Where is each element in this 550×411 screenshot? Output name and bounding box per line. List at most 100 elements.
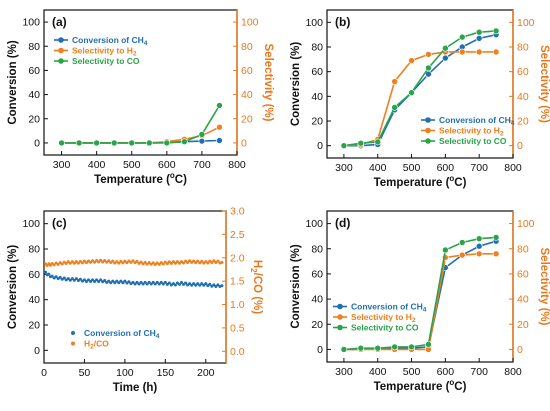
data-point bbox=[99, 278, 103, 282]
data-point bbox=[391, 78, 398, 85]
legend-entry: Selectivity to CO bbox=[333, 323, 419, 333]
x-tick-label: 600 bbox=[437, 366, 455, 378]
data-point bbox=[442, 54, 449, 62]
x-axis-label: Time (h) bbox=[113, 382, 158, 394]
y-right-axis-label: Selectivity (%) bbox=[538, 45, 550, 123]
x-tick-label: 300 bbox=[335, 366, 353, 378]
data-point bbox=[44, 270, 48, 274]
y-tick-label: 0 bbox=[317, 140, 323, 152]
series-conversion-of-ch4 bbox=[340, 237, 500, 353]
y-tick-label: 40 bbox=[28, 294, 40, 306]
series-conversion-of-ch4 bbox=[58, 137, 223, 147]
series-selectivity-to-co bbox=[58, 102, 223, 147]
data-point bbox=[212, 259, 216, 263]
data-point bbox=[128, 139, 136, 147]
y-tick-label: 80 bbox=[28, 244, 40, 256]
y-right-tick-label: 2.5 bbox=[230, 229, 245, 241]
data-point bbox=[171, 260, 175, 264]
data-point bbox=[157, 282, 161, 286]
x-tick-label: 100 bbox=[116, 367, 134, 379]
y-tick-label: 80 bbox=[28, 41, 40, 53]
y-right-tick-label: 20 bbox=[241, 113, 253, 125]
y-tick-label: 60 bbox=[311, 268, 323, 280]
x-tick-label: 500 bbox=[403, 162, 421, 174]
y-right-tick-label: 60 bbox=[241, 65, 253, 77]
data-point bbox=[111, 259, 115, 263]
legend-label: Selectivity to CO bbox=[351, 323, 419, 333]
x-tick-label: 500 bbox=[123, 159, 141, 171]
data-point bbox=[103, 258, 107, 262]
x-tick-label: 700 bbox=[470, 162, 488, 174]
panel-label: (a) bbox=[52, 15, 67, 29]
data-point bbox=[408, 89, 415, 96]
y-right-tick-label: 40 bbox=[517, 294, 529, 306]
data-point bbox=[169, 261, 173, 265]
data-point bbox=[186, 261, 190, 265]
data-point bbox=[151, 280, 155, 284]
series-line bbox=[343, 33, 497, 147]
series-h2-co bbox=[44, 258, 224, 267]
series-line bbox=[343, 252, 497, 351]
x-tick-label: 700 bbox=[193, 159, 211, 171]
y-tick-label: 20 bbox=[28, 113, 40, 125]
data-point bbox=[475, 250, 483, 258]
x-tick-label: 400 bbox=[369, 162, 387, 174]
y-tick-label: 20 bbox=[28, 320, 40, 332]
y-tick-label: 20 bbox=[311, 116, 323, 128]
legend-label: Conversion of CH4 bbox=[84, 328, 160, 340]
x-tick-label: 0 bbox=[41, 367, 47, 379]
data-point bbox=[68, 261, 72, 265]
x-tick-label: 200 bbox=[197, 367, 215, 379]
y-right-tick-label: 1.5 bbox=[230, 276, 245, 288]
legend-label: Selectivity to H2 bbox=[72, 46, 137, 58]
legend-marker bbox=[337, 314, 343, 320]
plot-frame bbox=[326, 210, 514, 363]
x-tick-label: 150 bbox=[157, 367, 175, 379]
y-tick-label: 20 bbox=[311, 319, 323, 331]
y-right-tick-label: 80 bbox=[241, 41, 253, 53]
data-point bbox=[143, 260, 147, 264]
y-right-tick-label: 0.0 bbox=[230, 346, 245, 358]
data-point bbox=[165, 262, 169, 266]
data-point bbox=[184, 281, 188, 285]
data-point bbox=[82, 278, 86, 282]
chart-panel-a: 300 400 500 600 700 800 0 20 40 60 80 100 0 20 40 60 80 1… bbox=[7, 9, 274, 186]
data-point bbox=[177, 261, 181, 265]
data-point bbox=[107, 259, 111, 263]
y-right-tick-label: 3.0 bbox=[230, 206, 245, 218]
data-point bbox=[99, 258, 103, 262]
data-point bbox=[139, 260, 143, 264]
data-point bbox=[475, 28, 483, 36]
data-point bbox=[181, 138, 188, 146]
data-point bbox=[492, 234, 500, 241]
legend-label: Selectivity to CO bbox=[439, 136, 507, 146]
data-point bbox=[216, 123, 223, 131]
legend-marker bbox=[337, 303, 343, 310]
data-point bbox=[115, 279, 119, 283]
data-point bbox=[97, 279, 101, 283]
y-right-tick-label: 80 bbox=[517, 42, 529, 54]
data-point bbox=[188, 259, 192, 263]
x-axis-label: Temperature (oC) bbox=[374, 174, 467, 189]
data-point bbox=[72, 261, 76, 265]
legend-label: Conversion of CH4 bbox=[439, 115, 515, 127]
data-point bbox=[93, 139, 100, 147]
legend-entry: Conversion of CH4 bbox=[421, 115, 515, 127]
data-point bbox=[121, 261, 125, 265]
data-point bbox=[145, 282, 149, 286]
data-point bbox=[133, 282, 137, 286]
data-point bbox=[182, 261, 186, 265]
data-point bbox=[47, 272, 51, 276]
series-line bbox=[61, 105, 221, 144]
x-tick-label: 500 bbox=[403, 366, 421, 378]
legend-label: Selectivity to CO bbox=[72, 56, 140, 66]
data-point bbox=[97, 260, 101, 264]
legend-marker bbox=[337, 324, 343, 331]
data-point bbox=[131, 259, 135, 263]
data-point bbox=[374, 344, 382, 352]
data-point bbox=[151, 261, 155, 265]
data-point bbox=[110, 139, 118, 147]
data-point bbox=[50, 274, 54, 278]
